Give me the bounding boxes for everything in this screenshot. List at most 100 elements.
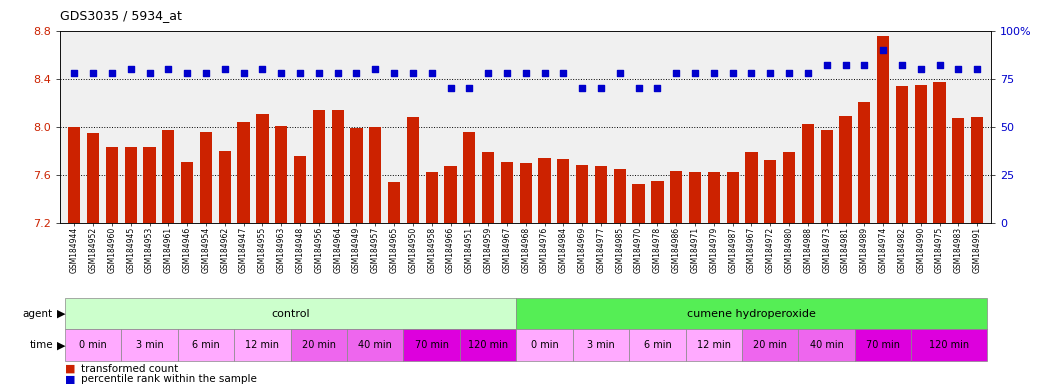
Point — [236, 70, 252, 76]
Bar — [256, 114, 269, 223]
Point — [875, 47, 892, 53]
Point — [799, 70, 816, 76]
Bar — [520, 163, 531, 223]
Point — [348, 70, 364, 76]
Bar — [840, 116, 851, 223]
Text: ▶: ▶ — [57, 340, 65, 350]
Point — [329, 70, 346, 76]
Bar — [69, 127, 80, 223]
Bar — [125, 147, 137, 223]
Bar — [331, 110, 344, 223]
Bar — [896, 86, 908, 223]
Bar — [632, 184, 645, 223]
Text: 120 min: 120 min — [929, 340, 969, 350]
Bar — [689, 172, 701, 223]
Bar — [801, 124, 814, 223]
Point — [518, 70, 535, 76]
Point — [85, 70, 102, 76]
Point — [838, 62, 854, 68]
Text: 3 min: 3 min — [136, 340, 163, 350]
Point — [667, 70, 684, 76]
Point — [217, 66, 234, 72]
Bar — [370, 127, 381, 223]
Text: 20 min: 20 min — [302, 340, 336, 350]
Point — [856, 62, 873, 68]
Bar — [238, 122, 250, 223]
Point — [649, 85, 665, 91]
Bar — [539, 158, 551, 223]
Point — [818, 62, 835, 68]
Point — [367, 66, 384, 72]
Bar — [275, 126, 288, 223]
Bar — [557, 159, 570, 223]
Bar — [745, 152, 758, 223]
Point — [687, 70, 704, 76]
Bar — [500, 162, 513, 223]
Bar — [933, 82, 946, 223]
Bar — [764, 161, 776, 223]
Text: GDS3035 / 5934_at: GDS3035 / 5934_at — [60, 9, 182, 22]
Bar — [294, 156, 306, 223]
Text: 0 min: 0 min — [530, 340, 558, 350]
Text: 120 min: 120 min — [468, 340, 509, 350]
Text: 40 min: 40 min — [358, 340, 392, 350]
Bar — [821, 130, 832, 223]
Bar — [595, 166, 607, 223]
Point — [141, 70, 158, 76]
Bar — [727, 172, 739, 223]
Point — [122, 66, 139, 72]
Bar — [463, 131, 475, 223]
Point — [593, 85, 609, 91]
Point — [931, 62, 948, 68]
Point — [781, 70, 797, 76]
Text: ■: ■ — [65, 374, 76, 384]
Text: 12 min: 12 min — [696, 340, 731, 350]
Point — [498, 70, 515, 76]
Point — [310, 70, 327, 76]
Bar — [351, 128, 362, 223]
Bar — [219, 151, 230, 223]
Point — [254, 66, 271, 72]
Bar — [576, 165, 589, 223]
Bar — [444, 166, 457, 223]
Point — [912, 66, 929, 72]
Point — [968, 66, 985, 72]
Bar — [651, 181, 663, 223]
Point — [197, 70, 214, 76]
Text: time: time — [29, 340, 53, 350]
Point — [611, 70, 628, 76]
Text: 70 min: 70 min — [866, 340, 900, 350]
Bar — [407, 117, 419, 223]
Text: ▶: ▶ — [57, 309, 65, 319]
Point — [725, 70, 741, 76]
Text: control: control — [271, 309, 310, 319]
Point — [292, 70, 308, 76]
Bar — [312, 110, 325, 223]
Point — [762, 70, 778, 76]
Bar — [426, 172, 438, 223]
Bar — [708, 172, 720, 223]
Bar — [952, 118, 964, 223]
Point — [480, 70, 496, 76]
Bar — [388, 182, 401, 223]
Point — [574, 85, 591, 91]
Bar — [972, 117, 983, 223]
Bar — [106, 147, 118, 223]
Point — [555, 70, 572, 76]
Text: 20 min: 20 min — [754, 340, 787, 350]
Bar — [162, 130, 174, 223]
Bar — [783, 152, 795, 223]
Text: percentile rank within the sample: percentile rank within the sample — [81, 374, 256, 384]
Point — [442, 85, 459, 91]
Text: ■: ■ — [65, 364, 76, 374]
Point — [179, 70, 195, 76]
Point — [706, 70, 722, 76]
Text: 6 min: 6 min — [192, 340, 220, 350]
Text: 6 min: 6 min — [644, 340, 672, 350]
Point — [461, 85, 477, 91]
Bar — [877, 35, 890, 223]
Text: 12 min: 12 min — [245, 340, 279, 350]
Point — [160, 66, 176, 72]
Text: cumene hydroperoxide: cumene hydroperoxide — [687, 309, 816, 319]
Bar — [613, 169, 626, 223]
